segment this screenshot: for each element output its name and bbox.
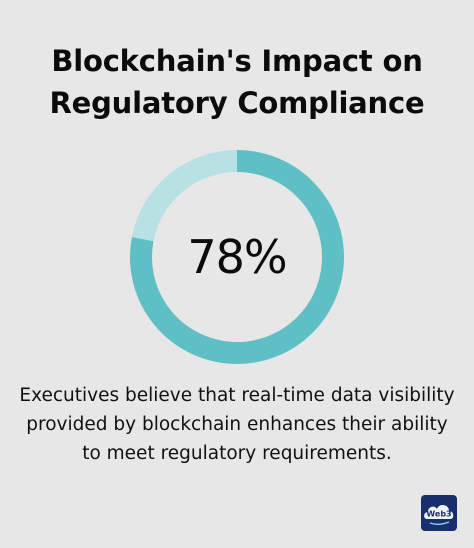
cloud-logo-icon: Web3 [424,505,454,525]
caption-line-3: to meet regulatory requirements. [82,443,392,464]
donut-svg [130,150,344,364]
logo-text: Web3 [426,510,451,519]
title-line-1: Blockchain's Impact on [51,44,423,78]
caption: Executives believe that real-time data v… [0,381,474,468]
percentage-label: 78% [187,230,287,284]
donut-chart: 78% [127,147,347,367]
caption-line-2: provided by blockchain enhances their ab… [26,414,448,435]
web3-logo: Web3 [421,495,457,531]
chart-title: Blockchain's Impact on Regulatory Compli… [0,40,474,124]
title-line-2: Regulatory Compliance [49,86,425,120]
donut-slice-other [131,150,238,242]
caption-line-1: Executives believe that real-time data v… [19,385,455,406]
donut-slice-believe [130,150,344,364]
